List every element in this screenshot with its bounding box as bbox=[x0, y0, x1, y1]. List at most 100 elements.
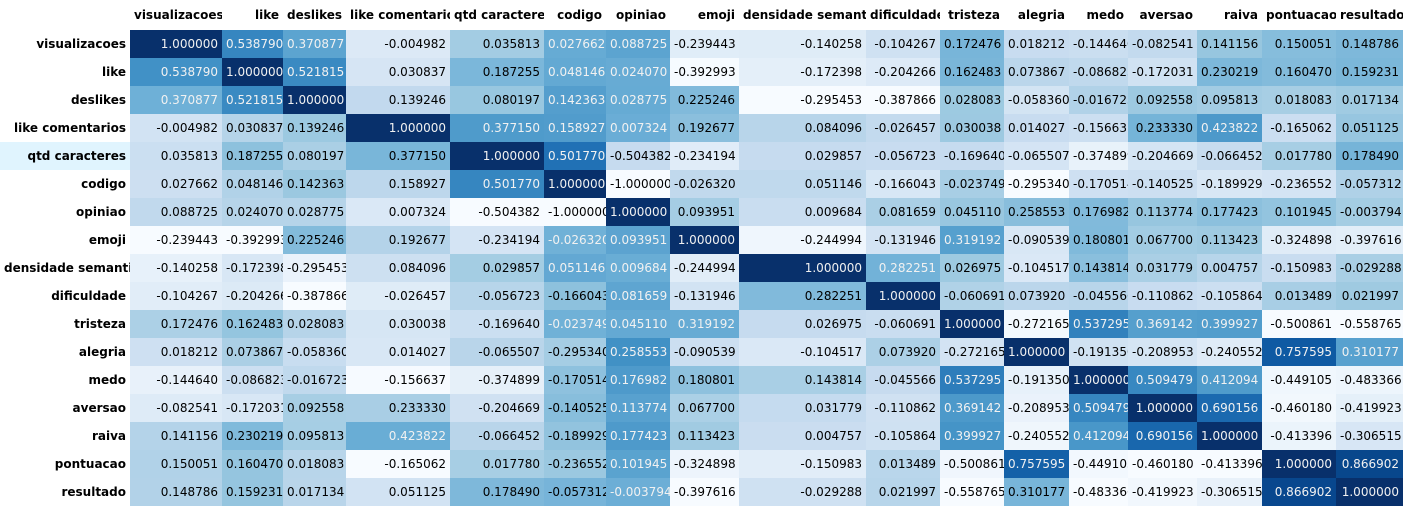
cell: -0.144640 bbox=[130, 366, 222, 394]
cell: -0.169640 bbox=[940, 142, 1004, 170]
cell: -0.387866 bbox=[866, 86, 940, 114]
cell: -0.150983 bbox=[739, 450, 866, 478]
cell: 0.150051 bbox=[1262, 30, 1336, 58]
cell: 0.009684 bbox=[606, 254, 670, 282]
cell: 1.000000 bbox=[739, 254, 866, 282]
row-header: visualizacoes bbox=[36, 37, 126, 51]
corner-cell bbox=[0, 0, 130, 30]
cell: 0.030038 bbox=[346, 310, 450, 338]
cell: -0.104517 bbox=[1004, 254, 1069, 282]
cell: -0.140525 bbox=[544, 394, 606, 422]
cell: 0.757595 bbox=[1262, 338, 1336, 366]
cell: 0.029857 bbox=[450, 254, 544, 282]
cell: 1.000000 bbox=[283, 86, 346, 114]
cell: 0.143814 bbox=[739, 366, 866, 394]
cell: 0.018212 bbox=[130, 338, 222, 366]
cell: 0.084096 bbox=[346, 254, 450, 282]
cell: -0.166043 bbox=[866, 170, 940, 198]
cell: -0.105864 bbox=[1197, 282, 1262, 310]
cell: 0.538790 bbox=[222, 30, 283, 58]
cell: -0.004982 bbox=[346, 30, 450, 58]
cell: 0.177423 bbox=[606, 422, 670, 450]
cell: -0.374899 bbox=[450, 366, 544, 394]
row-header: pontuacao bbox=[54, 457, 126, 471]
cell: -0.150983 bbox=[1262, 254, 1336, 282]
cell: 1.000000 bbox=[1197, 422, 1262, 450]
cell: -0.504382 bbox=[450, 198, 544, 226]
table-row: opiniao 0.088725 0.024070 0.028775 0.007324-… bbox=[0, 198, 1403, 226]
cell: -0.189929 bbox=[544, 422, 606, 450]
cell: 0.412094 bbox=[1197, 366, 1262, 394]
cell: 0.030038 bbox=[940, 114, 1004, 142]
cell: -0.236552 bbox=[1262, 170, 1336, 198]
cell: -0.066452 bbox=[1197, 142, 1262, 170]
cell: 0.537295 bbox=[940, 366, 1004, 394]
cell: 0.084096 bbox=[739, 114, 866, 142]
cell: 1.000000 bbox=[544, 170, 606, 198]
cell: -0.208953 bbox=[1004, 394, 1069, 422]
cell: 1.000000 bbox=[346, 114, 450, 142]
cell: 0.021997 bbox=[1336, 282, 1403, 310]
cell: 0.192677 bbox=[670, 114, 739, 142]
column-header: resultado bbox=[1340, 8, 1403, 22]
cell: 0.026975 bbox=[739, 310, 866, 338]
cell: -0.016723 bbox=[1069, 86, 1128, 114]
column-header: raiva bbox=[1223, 8, 1258, 22]
cell: -0.204266 bbox=[866, 58, 940, 86]
cell: -0.090539 bbox=[1004, 226, 1069, 254]
cell: 0.113774 bbox=[1128, 198, 1197, 226]
row-header: deslikes bbox=[70, 93, 126, 107]
cell: 0.092558 bbox=[283, 394, 346, 422]
cell: -0.026457 bbox=[346, 282, 450, 310]
cell: 0.176982 bbox=[1069, 198, 1128, 226]
cell: 0.101945 bbox=[606, 450, 670, 478]
cell: 0.030837 bbox=[346, 58, 450, 86]
cell: 0.258553 bbox=[1004, 198, 1069, 226]
row-header: tristeza bbox=[74, 317, 126, 331]
cell: 1.000000 bbox=[866, 282, 940, 310]
cell: 1.000000 bbox=[940, 310, 1004, 338]
column-header: densidade semantica bbox=[743, 8, 866, 22]
cell: -0.156637 bbox=[1069, 114, 1128, 142]
cell: -0.016723 bbox=[283, 366, 346, 394]
cell: 0.225246 bbox=[283, 226, 346, 254]
cell: 0.081659 bbox=[606, 282, 670, 310]
cell: -0.397616 bbox=[1336, 226, 1403, 254]
table-header: visualizacoes like deslikes like comentario… bbox=[0, 0, 1403, 30]
cell: 0.509479 bbox=[1128, 366, 1197, 394]
cell: -0.140258 bbox=[739, 30, 866, 58]
cell: 0.073867 bbox=[1004, 58, 1069, 86]
cell: 0.192677 bbox=[346, 226, 450, 254]
header-row: visualizacoes like deslikes like comentario… bbox=[0, 0, 1403, 30]
cell: -0.449105 bbox=[1262, 366, 1336, 394]
cell: -0.058360 bbox=[283, 338, 346, 366]
cell: -0.056723 bbox=[866, 142, 940, 170]
cell: 0.045110 bbox=[606, 310, 670, 338]
table-row: like comentarios -0.004982 0.030837 0.13924… bbox=[0, 114, 1403, 142]
cell: -0.065507 bbox=[450, 338, 544, 366]
cell: 0.139246 bbox=[346, 86, 450, 114]
cell: 0.030837 bbox=[222, 114, 283, 142]
cell: -0.104267 bbox=[866, 30, 940, 58]
cell: 1.000000 bbox=[670, 226, 739, 254]
cell: 0.051125 bbox=[346, 478, 450, 506]
cell: -0.295453 bbox=[739, 86, 866, 114]
cell: 0.113423 bbox=[1197, 226, 1262, 254]
cell: -0.397616 bbox=[670, 478, 739, 506]
row-header: opiniao bbox=[76, 205, 126, 219]
cell: 0.139246 bbox=[283, 114, 346, 142]
table-row: like 0.538790 1.000000 0.521815 0.030837 0.18… bbox=[0, 58, 1403, 86]
cell: 0.282251 bbox=[866, 254, 940, 282]
cell: -0.172398 bbox=[739, 58, 866, 86]
cell: -0.191350 bbox=[1004, 366, 1069, 394]
cell: 0.150051 bbox=[130, 450, 222, 478]
cell: 1.000000 bbox=[450, 142, 544, 170]
cell: 0.142363 bbox=[544, 86, 606, 114]
cell: 0.028775 bbox=[606, 86, 670, 114]
table-row: visualizacoes 1.000000 0.538790 0.370877 -0.… bbox=[0, 30, 1403, 58]
row-header: resultado bbox=[61, 485, 126, 499]
cell: -0.239443 bbox=[670, 30, 739, 58]
cell: 0.095813 bbox=[283, 422, 346, 450]
table-row: deslikes 0.370877 0.521815 1.000000 0.139246… bbox=[0, 86, 1403, 114]
